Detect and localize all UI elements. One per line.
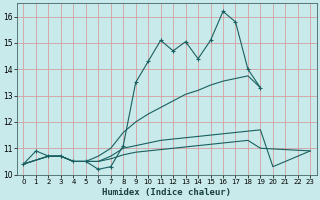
X-axis label: Humidex (Indice chaleur): Humidex (Indice chaleur): [102, 188, 231, 197]
